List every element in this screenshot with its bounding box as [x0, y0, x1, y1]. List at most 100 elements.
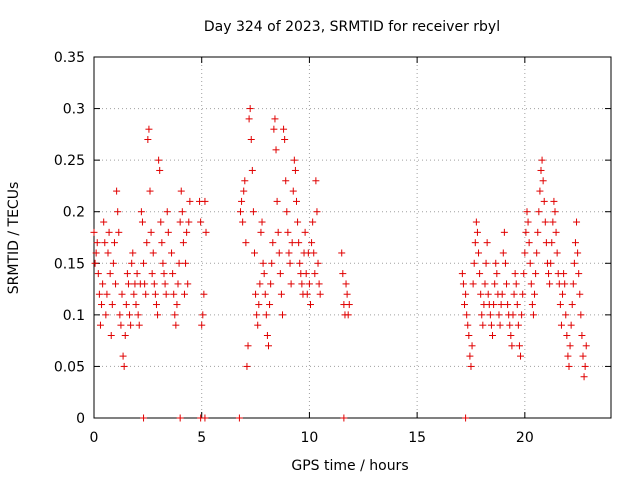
y-axis-label: SRMTID / TECUs [6, 182, 22, 295]
data-point [99, 280, 106, 287]
data-point [302, 229, 309, 236]
data-point [254, 322, 261, 329]
data-point [100, 219, 107, 226]
data-point [251, 249, 258, 256]
data-point [487, 311, 494, 318]
data-point [561, 280, 568, 287]
data-point [143, 239, 150, 246]
data-point [147, 188, 154, 195]
data-point [570, 280, 577, 287]
y-tick-label: 0.05 [54, 359, 85, 375]
grid [94, 57, 611, 418]
data-point [477, 291, 484, 298]
data-point [529, 301, 536, 308]
data-point [136, 322, 143, 329]
data-point [499, 291, 506, 298]
data-point [247, 105, 254, 112]
data-point [565, 363, 572, 370]
data-point [145, 126, 152, 133]
data-point [560, 270, 567, 277]
data-point [249, 167, 256, 174]
data-point [346, 301, 353, 308]
data-point [130, 291, 137, 298]
data-point [170, 291, 177, 298]
data-point [172, 322, 179, 329]
data-point [256, 280, 263, 287]
data-point [111, 239, 118, 246]
data-point [534, 229, 541, 236]
data-point [270, 126, 277, 133]
data-point [283, 208, 290, 215]
data-point [197, 219, 204, 226]
y-tick-label: 0.15 [54, 256, 85, 272]
data-point [572, 239, 579, 246]
data-point [278, 291, 285, 298]
data-point [493, 270, 500, 277]
data-point [102, 311, 109, 318]
data-point [280, 126, 287, 133]
data-point [242, 239, 249, 246]
data-point [245, 342, 252, 349]
data-point [262, 291, 269, 298]
data-point [163, 291, 170, 298]
data-point [165, 229, 172, 236]
data-point [497, 322, 504, 329]
data-point [498, 301, 505, 308]
data-point [472, 239, 479, 246]
data-point [481, 280, 488, 287]
data-point [340, 415, 347, 422]
data-point [495, 311, 502, 318]
data-point [201, 415, 208, 422]
data-point [469, 342, 476, 349]
data-point [156, 167, 163, 174]
data-point [571, 260, 578, 267]
data-point [551, 208, 558, 215]
data-point [345, 311, 352, 318]
chart: 0 0.05 0.1 0.15 0.2 0.25 0.3 0.35 0 5 10 15 20 Day … [0, 0, 640, 480]
data-point [531, 291, 538, 298]
data-point [141, 280, 148, 287]
data-point [288, 280, 295, 287]
data-point [161, 270, 168, 277]
data-point [307, 301, 314, 308]
data-point [183, 229, 190, 236]
data-point [115, 229, 122, 236]
data-point [503, 280, 510, 287]
data-point [294, 219, 301, 226]
data-point [295, 239, 302, 246]
data-point [154, 311, 161, 318]
data-point [476, 270, 483, 277]
data-point [182, 260, 189, 267]
data-point [257, 229, 264, 236]
data-point [462, 291, 469, 298]
data-point [179, 208, 186, 215]
data-point [516, 342, 523, 349]
data-point [94, 239, 101, 246]
data-point [158, 239, 165, 246]
data-point [573, 219, 580, 226]
data-point [582, 363, 589, 370]
data-point [467, 363, 474, 370]
data-point [108, 332, 115, 339]
data-point [550, 198, 557, 205]
data-point [547, 260, 554, 267]
x-tick-label: 20 [516, 430, 534, 446]
data-point [199, 311, 206, 318]
data-point [259, 219, 266, 226]
data-point [509, 311, 516, 318]
data-point [521, 249, 528, 256]
data-point [459, 270, 466, 277]
data-point [298, 280, 305, 287]
data-point [519, 291, 526, 298]
data-point [95, 270, 102, 277]
data-point [135, 311, 142, 318]
data-point [157, 219, 164, 226]
data-point [292, 167, 299, 174]
data-point [113, 188, 120, 195]
data-point [532, 270, 539, 277]
data-point [138, 208, 145, 215]
data-point [492, 260, 499, 267]
data-point [239, 219, 246, 226]
data-point [112, 280, 119, 287]
data-point [152, 291, 159, 298]
